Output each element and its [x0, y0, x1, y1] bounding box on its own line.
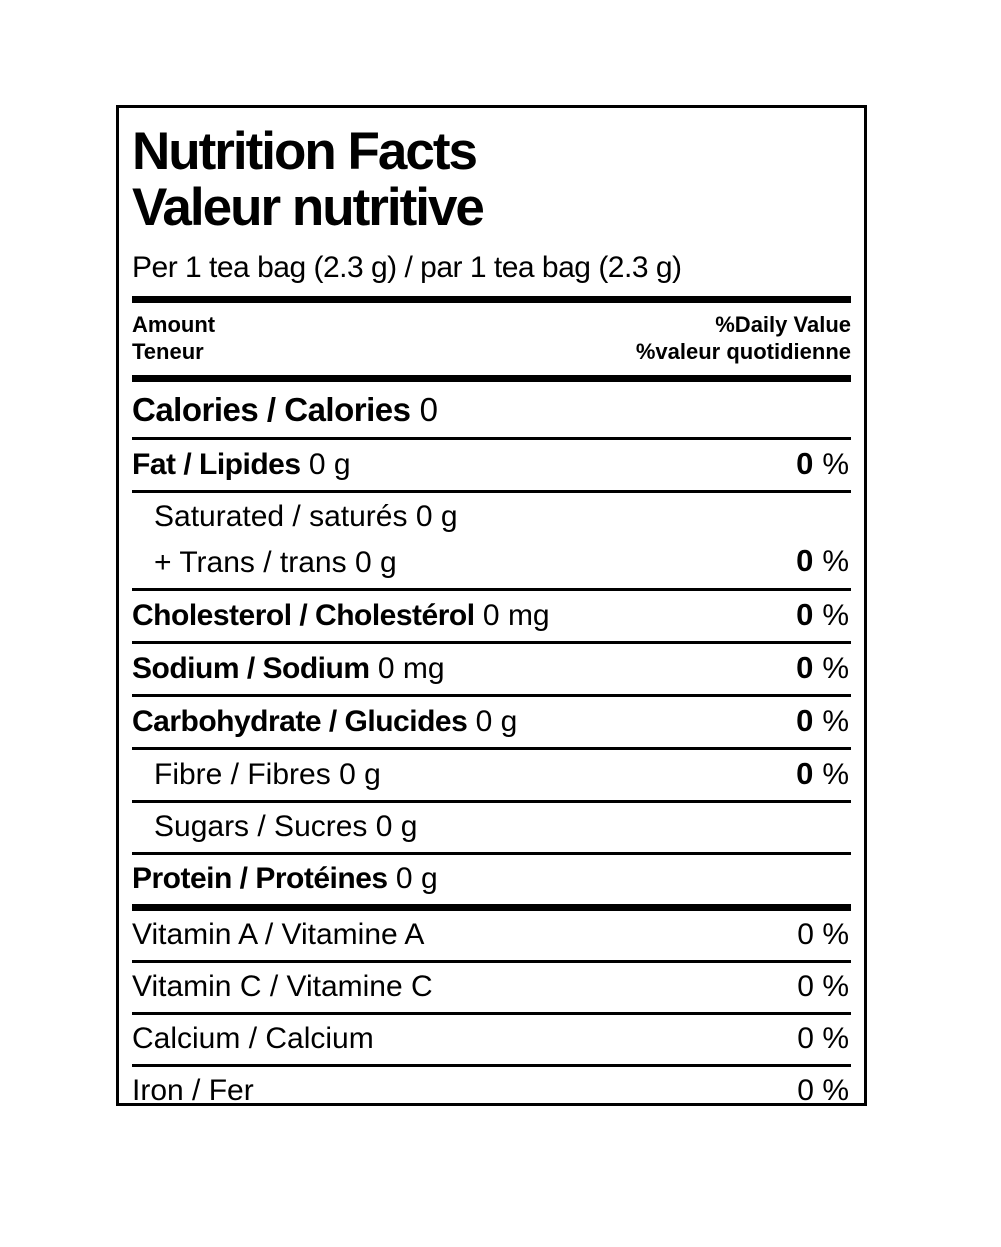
sugars-amount: 0 g — [375, 810, 418, 843]
daily-value-cholesterol: 0% — [796, 597, 849, 632]
nutrient-row-cholesterol: Cholesterol / Cholestérol 0 mg 0% — [132, 588, 851, 641]
micronutrients-section: Vitamin A / Vitamine A 0 % Vitamin C / V… — [132, 911, 851, 1106]
daily-value-fat: 0% — [796, 446, 849, 481]
protein-amount: 0 g — [395, 862, 438, 895]
daily-value-iron: 0 % — [797, 1074, 849, 1106]
nutrient-row-saturated-trans: Saturated / saturés 0 g + Trans / trans … — [132, 490, 851, 588]
carbohydrate-label: Carbohydrate / Glucides 0 g — [132, 704, 518, 738]
fat-label: Fat / Lipides 0 g — [132, 447, 351, 481]
divider-thick-header — [132, 375, 851, 382]
fibre-amount: 0 g — [339, 757, 381, 791]
daily-value-sodium: 0% — [796, 650, 849, 685]
saturated-label: Saturated / saturés 0 g — [154, 500, 458, 533]
divider-thick-top — [132, 296, 851, 303]
nutrient-row-calories: Calories / Calories 0 — [132, 382, 851, 437]
sugars-label: Sugars / Sucres 0 g — [154, 810, 418, 843]
daily-value-label-en: %Daily Value — [715, 312, 851, 337]
saturated-amount: 0 g — [415, 500, 458, 533]
trans-amount: 0 g — [354, 546, 397, 579]
amount-label-en: Amount — [132, 312, 216, 337]
calories-value: 0 — [419, 391, 438, 428]
cholesterol-label: Cholesterol / Cholestérol 0 mg — [132, 598, 550, 632]
daily-value-column-header: %Daily Value %valeur quotidienne — [636, 311, 851, 365]
trans-label: + Trans / trans 0 g — [154, 546, 397, 579]
calcium-label: Calcium / Calcium — [132, 1022, 374, 1055]
daily-value-fibre: 0% — [796, 756, 849, 791]
protein-label: Protein / Protéines 0 g — [132, 862, 438, 895]
daily-value-saturated-trans: 0% — [796, 543, 849, 578]
saturated-trans-labels: Saturated / saturés 0 g + Trans / trans … — [132, 502, 458, 578]
daily-value-carbohydrate: 0% — [796, 703, 849, 738]
title-english: Nutrition Facts — [132, 122, 478, 181]
vitamin-a-label: Vitamin A / Vitamine A — [132, 918, 425, 951]
nutrient-row-sugars: Sugars / Sucres 0 g — [132, 800, 851, 852]
calories-label: Calories / Calories 0 — [132, 391, 438, 428]
daily-value-label-fr: %valeur quotidienne — [635, 339, 851, 364]
nutrient-row-vitamin-c: Vitamin C / Vitamine C 0 % — [132, 960, 851, 1012]
nutrition-facts-label: Nutrition Facts Valeur nutritive Per 1 t… — [116, 105, 867, 1106]
cholesterol-amount: 0 mg — [482, 598, 550, 632]
title-french: Valeur nutritive — [132, 178, 485, 237]
serving-size: Per 1 tea bag (2.3 g) / par 1 tea bag (2… — [132, 251, 682, 284]
nutrient-row-sodium: Sodium / Sodium 0 mg 0% — [132, 641, 851, 694]
nutrient-row-iron: Iron / Fer 0 % — [132, 1064, 851, 1106]
nutrient-row-carbohydrate: Carbohydrate / Glucides 0 g 0% — [132, 694, 851, 747]
amount-column-header: Amount Teneur — [132, 311, 215, 365]
nutrient-row-protein: Protein / Protéines 0 g — [132, 852, 851, 904]
nutrient-row-calcium: Calcium / Calcium 0 % — [132, 1012, 851, 1064]
iron-label: Iron / Fer — [132, 1074, 254, 1106]
amount-label-fr: Teneur — [132, 339, 204, 364]
daily-value-vitamin-c: 0 % — [797, 970, 849, 1003]
vitamin-c-label: Vitamin C / Vitamine C — [132, 970, 433, 1003]
nutrient-row-fibre: Fibre / Fibres 0 g 0% — [132, 747, 851, 800]
fibre-label: Fibre / Fibres 0 g — [154, 757, 381, 791]
daily-value-calcium: 0 % — [797, 1022, 849, 1055]
divider-thick-micronutrients — [132, 904, 851, 911]
sodium-label: Sodium / Sodium 0 mg — [132, 651, 445, 685]
daily-value-vitamin-a: 0 % — [797, 918, 849, 951]
column-headers: Amount Teneur %Daily Value %valeur quoti… — [132, 303, 851, 375]
carbohydrate-amount: 0 g — [475, 704, 518, 738]
fat-amount: 0 g — [308, 447, 351, 481]
sodium-amount: 0 mg — [377, 651, 445, 685]
nutrient-row-fat: Fat / Lipides 0 g 0% — [132, 437, 851, 490]
nutrient-row-vitamin-a: Vitamin A / Vitamine A 0 % — [132, 911, 851, 960]
